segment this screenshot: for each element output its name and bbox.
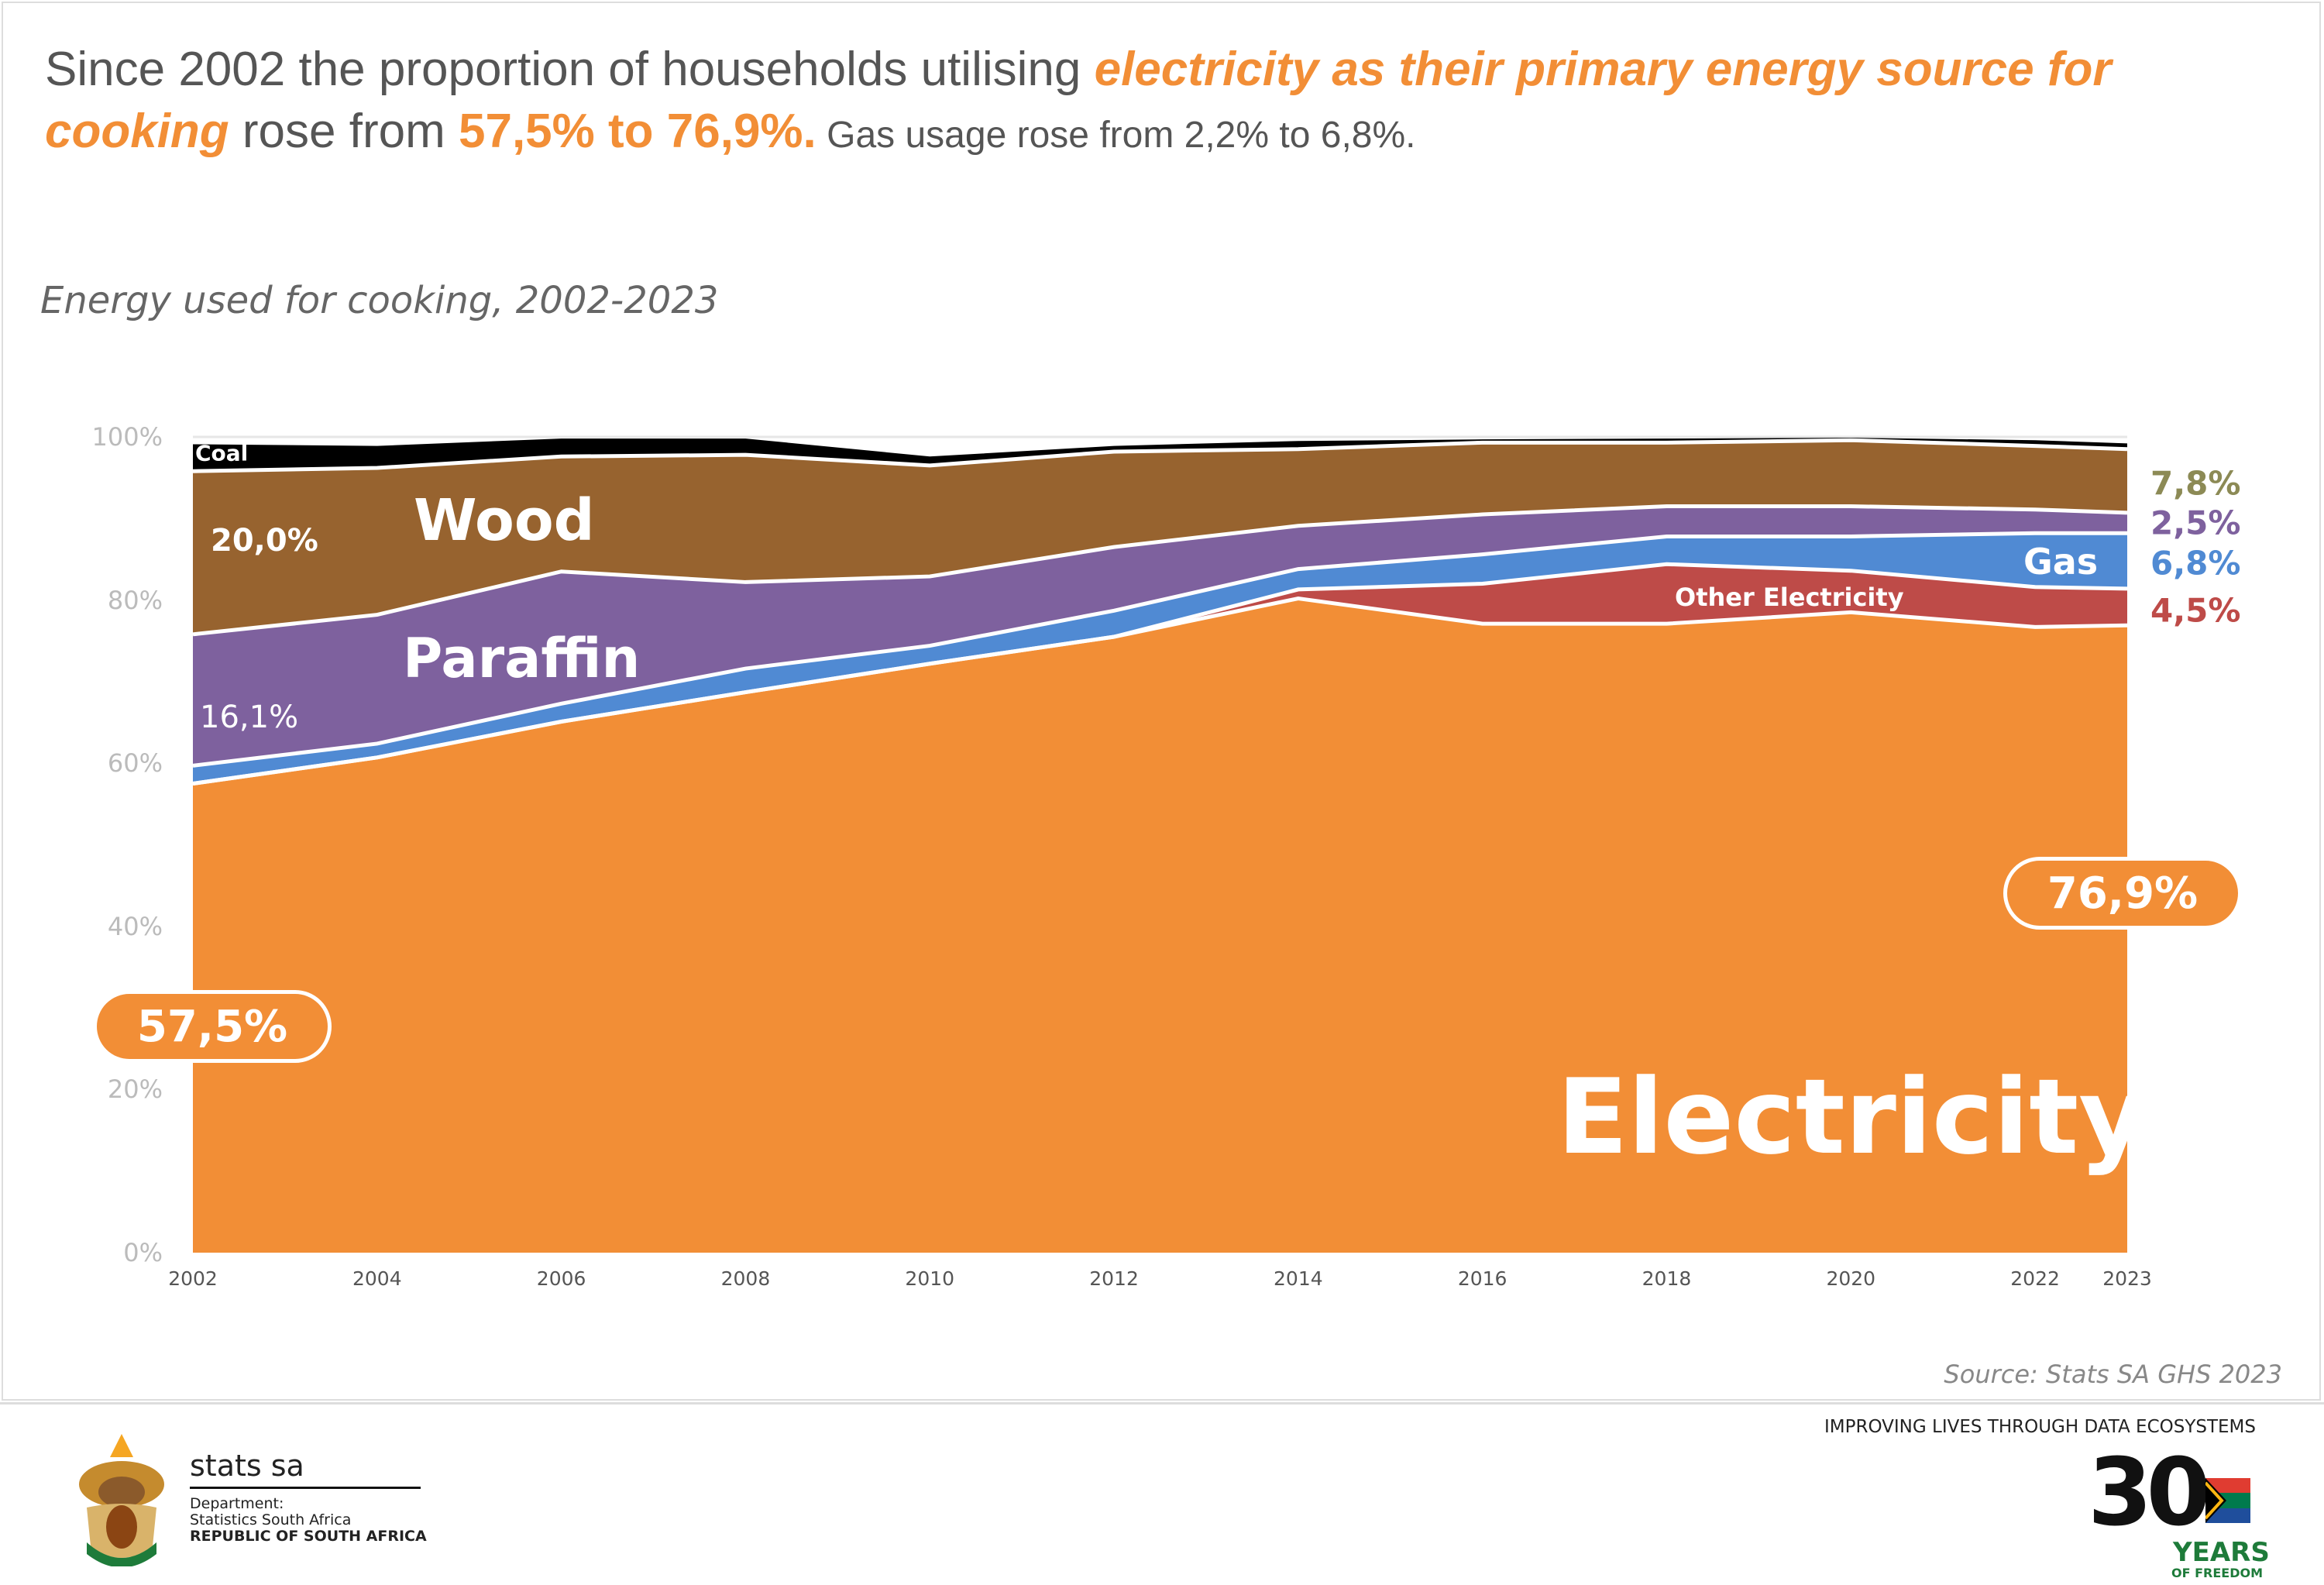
wood-label: Wood xyxy=(414,487,595,554)
tagline: IMPROVING LIVES THROUGH DATA ECOSYSTEMS xyxy=(1824,1417,2256,1437)
brand-rule xyxy=(190,1487,421,1489)
x-tick-label: 2002 xyxy=(168,1267,218,1290)
brand-name: stats sa xyxy=(190,1449,304,1483)
area-wood xyxy=(193,440,2127,634)
chart-title: Energy used for cooking, 2002-2023 xyxy=(40,279,719,322)
electricity-2002-callout: 57,5% xyxy=(93,990,332,1063)
y-tick-label: 40% xyxy=(107,911,163,941)
x-tick-label: 2022 xyxy=(2010,1267,2060,1290)
country-name: REPUBLIC OF SOUTH AFRICA xyxy=(190,1528,427,1545)
electricity-2023-callout: 76,9% xyxy=(2003,857,2242,930)
y-tick-label: 100% xyxy=(91,422,163,452)
area-other-electricity xyxy=(193,564,2127,784)
area-gas xyxy=(193,533,2127,784)
headline-text: Since 2002 the proportion of households … xyxy=(45,43,1095,96)
coal-label: Coal xyxy=(195,440,249,466)
x-tick-label: 2018 xyxy=(1642,1267,1692,1290)
headline-emphasis-2: cooking xyxy=(45,105,229,158)
area-coal xyxy=(193,438,2127,472)
y-tick-label: 20% xyxy=(107,1074,163,1105)
boundary-other-electricity xyxy=(192,562,2128,786)
sa-flag-icon xyxy=(2205,1478,2250,1523)
paraffin-2002-value: 16,1% xyxy=(200,700,299,735)
wood-2002-value: 20,0% xyxy=(211,523,318,559)
source-note: Source: Stats SA GHS 2023 xyxy=(1944,1360,2282,1389)
x-tick-label: 2016 xyxy=(1457,1267,1508,1290)
area-electricity xyxy=(193,598,2127,1253)
headline-gas-note: Gas usage rose from 2,2% to 6,8%. xyxy=(816,115,1416,156)
dept-name: Statistics South Africa xyxy=(190,1511,352,1528)
x-tick-label: 2012 xyxy=(1089,1267,1139,1290)
electricity-label: Electricity xyxy=(1557,1057,2147,1178)
gas-label: Gas xyxy=(2023,541,2099,583)
headline-change: 57,5% to 76,9%. xyxy=(458,105,816,158)
boundary-paraffin xyxy=(192,504,2128,637)
x-tick-label: 2010 xyxy=(905,1267,955,1290)
logo-number: 30 xyxy=(2088,1439,2211,1547)
headline: Since 2002 the proportion of households … xyxy=(45,39,2276,167)
logo-years: YEARS xyxy=(2173,1537,2270,1568)
other-electricity-2023-value: 4,5% xyxy=(2150,591,2241,630)
30-years-freedom-logo: 30 YEARS OF FREEDOM xyxy=(2088,1439,2270,1580)
dept-label: Department: xyxy=(190,1495,284,1512)
footer-divider xyxy=(0,1402,2324,1404)
headline-text-2: rose from xyxy=(229,105,459,158)
y-tick-label: 60% xyxy=(107,748,163,779)
logo-freedom: OF FREEDOM xyxy=(2171,1566,2264,1580)
x-tick-label: 2008 xyxy=(720,1267,771,1290)
x-tick-label: 2020 xyxy=(1826,1267,1876,1290)
x-tick-label: 2014 xyxy=(1274,1267,1323,1290)
coat-of-arms-logo xyxy=(79,1434,164,1566)
paraffin-2023-value: 2,5% xyxy=(2150,504,2241,542)
y-tick-label: 80% xyxy=(107,585,163,615)
y-tick-label: 0% xyxy=(123,1238,163,1267)
other-electricity-label: Other Electricity xyxy=(1675,583,1904,612)
wood-2023-value: 7,8% xyxy=(2150,464,2241,503)
x-tick-label: 2004 xyxy=(352,1267,402,1290)
infographic-frame xyxy=(2,2,2321,1401)
paraffin-label: Paraffin xyxy=(403,627,641,690)
gas-2023-value: 6,8% xyxy=(2150,544,2241,583)
headline-emphasis: electricity as their primary energy sour… xyxy=(1094,43,2112,96)
x-tick-label: 2023 xyxy=(2102,1267,2152,1290)
x-tick-label: 2006 xyxy=(536,1267,586,1290)
boundary-gas xyxy=(192,531,2127,768)
boundary-wood xyxy=(192,438,2128,473)
